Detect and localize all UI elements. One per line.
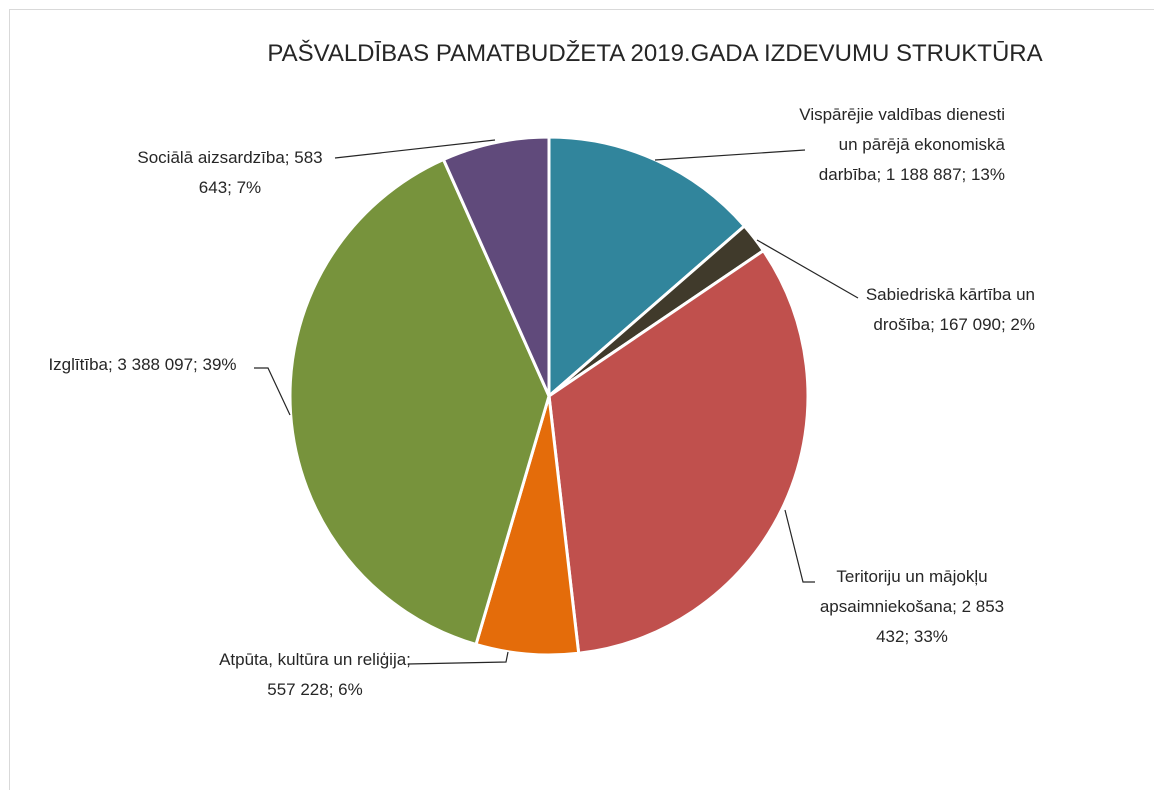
leader-line bbox=[784, 509, 815, 583]
pie-slice bbox=[547, 248, 810, 655]
leader-line bbox=[407, 651, 509, 665]
chart-frame bbox=[9, 9, 1154, 790]
leader-line bbox=[334, 139, 496, 159]
pie-slice bbox=[441, 135, 551, 397]
data-label: Sociālā aizsardzība; 583 643; 7% bbox=[137, 148, 323, 197]
data-label: Atpūta, kultūra un reliģija; 557 228; 6% bbox=[219, 650, 411, 699]
chart-title: PAŠVALDĪBAS PAMATBUDŽETA 2019.GADA IZDEV… bbox=[267, 40, 1043, 67]
leader-line bbox=[254, 367, 291, 416]
leader-line bbox=[654, 149, 806, 161]
data-label: Vispārējie valdības dienesti un pārējā e… bbox=[799, 105, 1005, 184]
leader-line bbox=[756, 239, 859, 299]
data-label: Teritoriju un mājokļu apsaimniekošana; 2… bbox=[819, 567, 1005, 646]
pie-slice bbox=[288, 157, 551, 647]
leader-lines bbox=[254, 139, 859, 665]
data-label: Sabiedriskā kārtība un drošība; 167 090;… bbox=[865, 285, 1035, 334]
data-label: Izglītība; 3 388 097; 39% bbox=[48, 355, 237, 374]
